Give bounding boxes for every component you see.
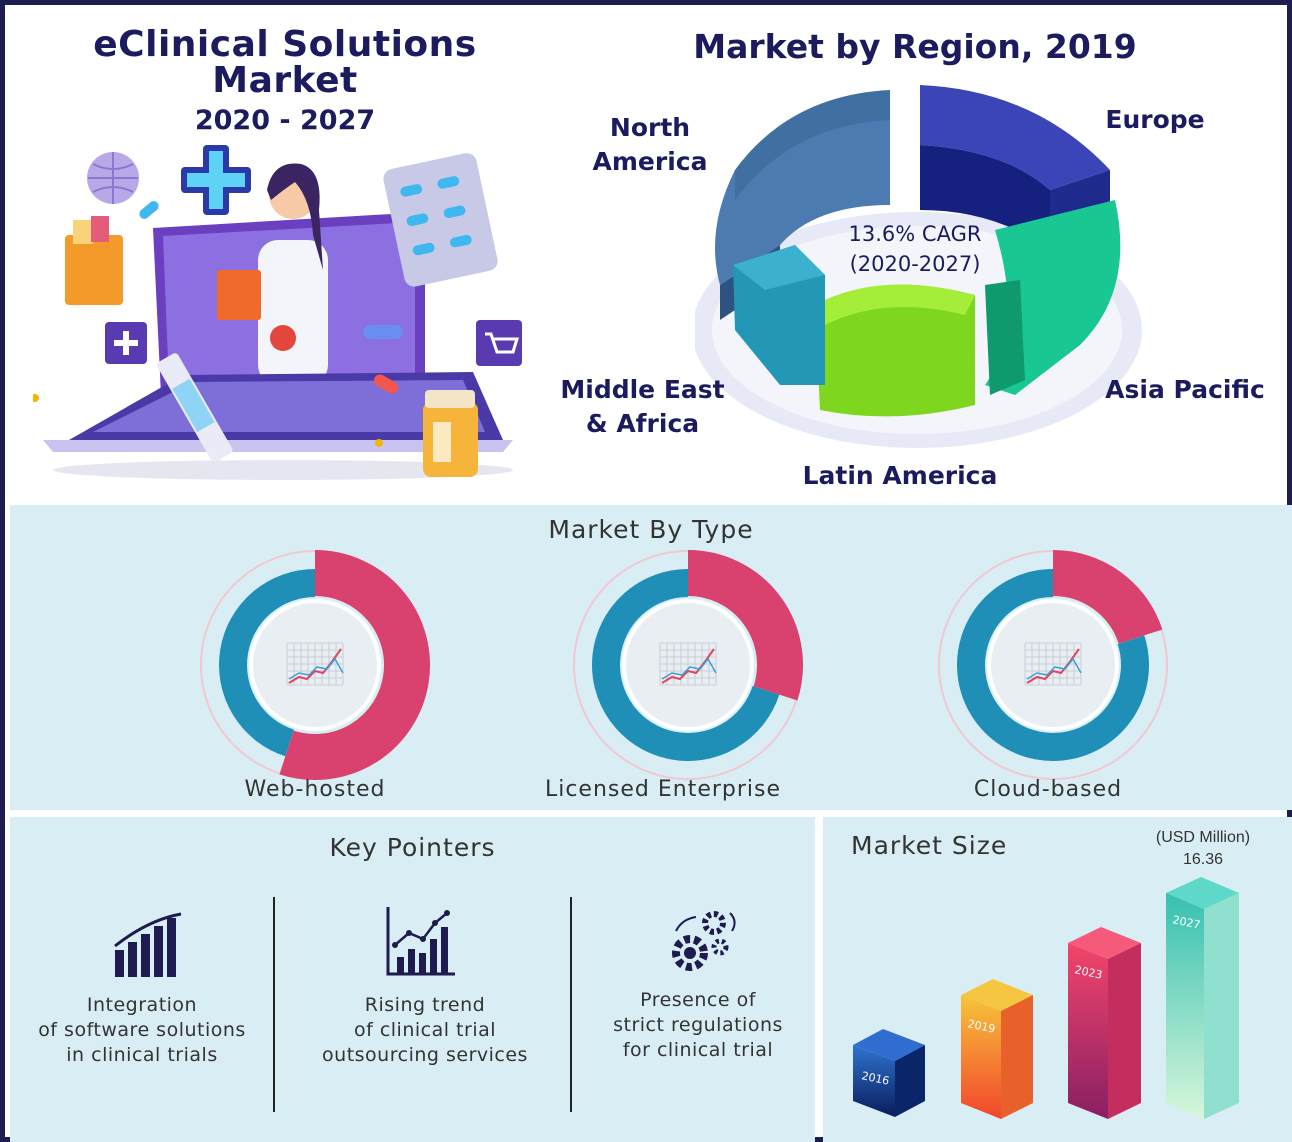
key-pointer-3-line: for clinical trial (622, 1039, 774, 1061)
region-label-europe: Europe (1105, 105, 1205, 134)
key-pointer-2: Rising trend of clinical trial outsourci… (300, 993, 550, 1068)
key-pointer-1: Integration of software solutions in cli… (17, 993, 267, 1068)
region-segment-europe (920, 85, 1110, 190)
region-ring-chart (695, 85, 1142, 448)
donut-blue-segment (219, 569, 316, 757)
doctor-figure (217, 163, 328, 385)
key-pointer-3: Presence of strict regulations for clini… (573, 988, 823, 1063)
donut-pink-segment (687, 550, 803, 701)
key-pointer-3-line: strict regulations (613, 1014, 783, 1036)
market-by-type-title: Market By Type (548, 515, 754, 544)
shopping-bag-icon (65, 216, 123, 305)
type-label-cloud-based: Cloud-based (973, 777, 1123, 802)
key-pointers-title: Key Pointers (329, 833, 496, 862)
plus-box-icon (105, 322, 147, 364)
region-segment-latin-america (815, 284, 975, 417)
market-size-title: Market Size (851, 831, 1008, 860)
divider (570, 897, 572, 1112)
type-label-licensed-enterprise: Licensed Enterprise (544, 777, 782, 802)
gears-icon (672, 911, 736, 971)
divider (273, 897, 275, 1112)
key-pointer-3-line: Presence of (640, 989, 756, 1011)
key-pointer-1-line: Integration (86, 994, 198, 1016)
key-pointer-2-line: outsourcing services (322, 1044, 528, 1066)
cart-box-icon (476, 320, 522, 366)
cagr-text: 13.6% CAGR (2020-2027) (815, 219, 1015, 279)
donut-outer-ring (938, 550, 1168, 780)
key-pointer-1-line: of software solutions (38, 1019, 246, 1041)
type-donut-cloud-based (938, 550, 1168, 780)
bar-year-label: 2016 (860, 1069, 890, 1088)
region-label-asia-pacific: Asia Pacific (1105, 375, 1265, 404)
donut-blue-segment (957, 569, 1149, 761)
region-label-mea-line1: Middle East (560, 375, 725, 404)
region-label-mea-line2: & Africa (585, 409, 700, 438)
key-pointers-section: Key Pointers (10, 817, 815, 1142)
market-size-bar-2019: 2019 (961, 979, 1033, 1119)
title-line-1: eClinical Solutions (93, 24, 477, 65)
type-label-web-hosted: Web-hosted (244, 777, 386, 802)
doctor-laptop-illustration (33, 145, 522, 480)
region-label-north-america-line2: America (592, 147, 708, 176)
title-line-2: Market (212, 60, 358, 101)
region-label-north-america: North America (585, 111, 715, 179)
line-chart-icon (286, 642, 344, 686)
cagr-value: 13.6% CAGR (848, 222, 982, 246)
region-chart-title: Market by Region, 2019 (693, 27, 1137, 66)
market-size-unit: (USD Million) (1155, 829, 1251, 846)
line-chart-icon (1024, 642, 1082, 686)
pill-pack-icon (383, 153, 498, 287)
syringe-icon (157, 353, 233, 462)
market-size-bar-2027: 2027 (1166, 877, 1239, 1119)
type-donut-web-hosted (200, 550, 430, 780)
title-years: 2020 - 2027 (194, 105, 376, 136)
medical-cross-icon (181, 145, 251, 215)
region-label-latin-america: Latin America (802, 461, 998, 490)
line-chart-icon (659, 642, 717, 686)
type-donut-licensed-enterprise (573, 550, 803, 780)
bar-year-label: 2027 (1171, 913, 1201, 932)
bar-year-label: 2023 (1073, 963, 1103, 982)
market-size-bar-2023: 2023 (1068, 927, 1141, 1119)
bar-year-label: 2019 (966, 1017, 996, 1036)
region-segment-north-america (715, 90, 890, 285)
capsule-icon (363, 325, 403, 339)
donut-pink-segment (279, 550, 430, 780)
medicine-bottle-icon (423, 390, 478, 477)
market-size-value: 16.36 (1182, 851, 1224, 868)
trend-chart-icon (386, 907, 455, 976)
key-pointer-2-line: of clinical trial (353, 1019, 497, 1041)
market-size-section: Market Size (USD Million) 16.36 2016 (823, 817, 1292, 1142)
key-pointer-2-line: Rising trend (364, 994, 486, 1016)
market-size-bars: 2016 2019 2023 2027 (853, 877, 1239, 1119)
market-size-bar-2016: 2016 (853, 1029, 925, 1117)
key-pointer-1-line: in clinical trials (66, 1044, 218, 1066)
donut-pink-segment (1052, 550, 1163, 645)
region-label-mea: Middle East & Africa (555, 373, 730, 441)
donut-blue-segment (592, 569, 780, 761)
title-block: eClinical Solutions Market 2020 - 2027 (65, 24, 505, 137)
bar-chart-icon (114, 912, 182, 977)
cagr-period: (2020-2027) (849, 252, 981, 276)
market-by-type-section: Market By Type Web-hosted Licensed Enter… (10, 505, 1292, 810)
region-label-north-america-line1: North (609, 113, 691, 142)
